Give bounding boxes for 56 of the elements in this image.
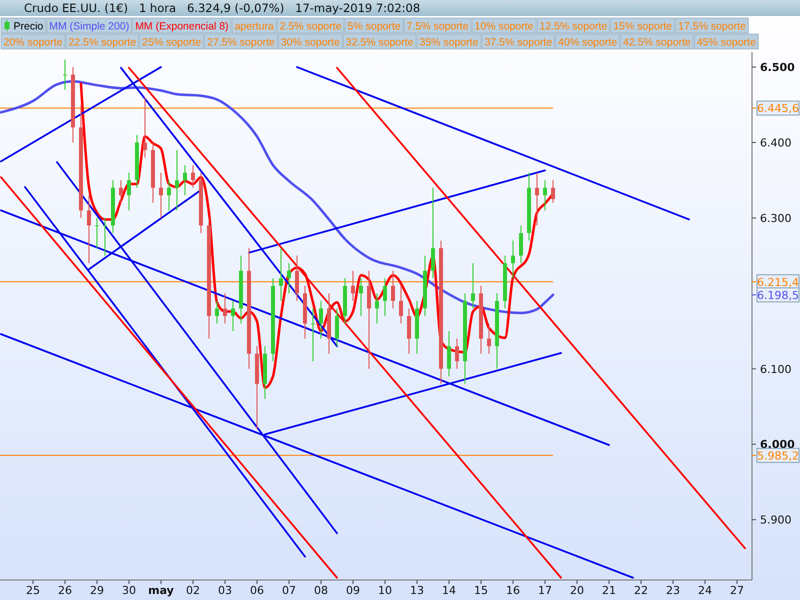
y-tick-label: 6.300 xyxy=(760,212,792,225)
legend-label: Precio xyxy=(14,20,44,32)
ref-line-label: 6.445,6 xyxy=(757,102,799,116)
text: 20% soporte xyxy=(4,36,63,48)
text: MM (Exponencial 8) xyxy=(135,20,229,32)
x-tick-label: 06 xyxy=(250,584,264,597)
text: 17.5% soporte xyxy=(678,20,746,32)
x-tick-label: 22 xyxy=(634,584,648,597)
chart-title: Crudo EE.UU. (1€) 1 hora 6.324,9 (-0,07%) 17-may-2019 7:02:08 xyxy=(24,1,420,15)
text: MM (Simple 200) xyxy=(49,20,130,32)
text: 15% soporte xyxy=(613,20,672,32)
x-tick-label: 14 xyxy=(442,584,456,597)
text: 5% soporte xyxy=(348,20,401,32)
x-tick-label: 23 xyxy=(666,584,680,597)
x-tick-label: 16 xyxy=(506,584,520,597)
text: 42.5% soporte xyxy=(623,36,691,48)
x-tick-label: 07 xyxy=(282,584,296,597)
x-tick-label: 30 xyxy=(122,584,136,597)
x-tick-label: 09 xyxy=(346,584,360,597)
text: 6.198,5 xyxy=(757,288,799,302)
x-tick-label: 21 xyxy=(602,584,616,597)
text: 45% soporte xyxy=(696,36,756,48)
text: apertura xyxy=(234,20,274,32)
text: 40% soporte xyxy=(558,36,618,48)
text: 32.5% soporte xyxy=(346,36,414,48)
x-tick-label: 17 xyxy=(538,584,552,597)
x-tick-label: 03 xyxy=(218,584,232,597)
ref-line-label: 6.215,4 xyxy=(757,276,799,289)
text: 27.5% soporte xyxy=(207,36,275,48)
y-tick-label: 5.900 xyxy=(760,514,792,527)
text: 12.5% soporte xyxy=(539,20,608,32)
x-tick-label: 13 xyxy=(410,584,424,597)
text: 37.5% soporte xyxy=(484,36,552,48)
x-tick-label: 26 xyxy=(58,584,72,597)
x-tick-label: may xyxy=(148,584,174,597)
x-tick-label: 08 xyxy=(314,584,328,597)
x-tick-label: 27 xyxy=(730,584,744,597)
y-tick-label: 6.100 xyxy=(760,362,792,376)
text: 2.5% soporte xyxy=(280,20,342,32)
x-tick-label: 24 xyxy=(698,584,712,597)
y-tick-label: 6.500 xyxy=(760,61,796,74)
text: 22.5% soporte xyxy=(68,36,136,48)
ref-line-label: 5.985,2 xyxy=(757,449,799,462)
x-tick-label: 02 xyxy=(186,584,200,597)
x-tick-label: 20 xyxy=(570,584,584,597)
text: 35% soporte xyxy=(420,36,479,48)
x-tick-label: 15 xyxy=(474,584,488,597)
y-tick-label: 6.000 xyxy=(760,438,796,452)
x-tick-label: 29 xyxy=(90,584,104,597)
x-tick-label: 25 xyxy=(26,584,40,597)
text: 10% soporte xyxy=(474,20,534,32)
text: 7.5% soporte xyxy=(406,20,469,32)
text: 30% soporte xyxy=(280,36,340,48)
text: 25% soporte xyxy=(142,36,202,48)
x-tick-label: 10 xyxy=(378,584,392,597)
y-tick-label: 6.400 xyxy=(760,136,792,150)
